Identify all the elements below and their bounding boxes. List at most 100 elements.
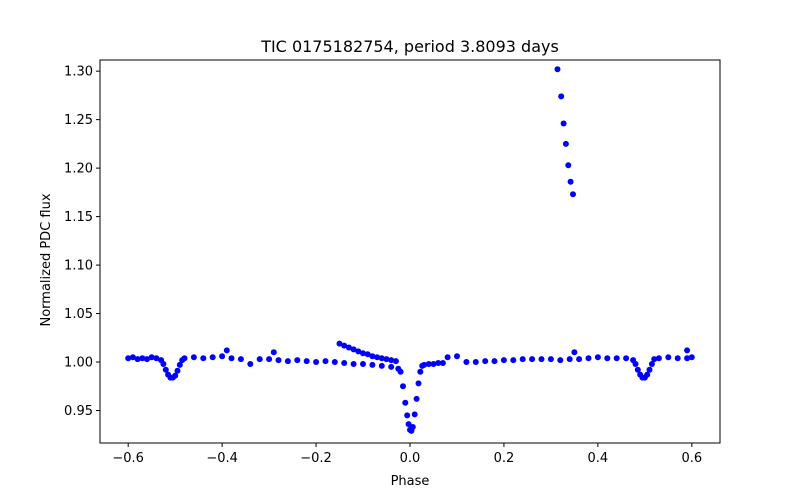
y-tick-label: 0.95 (64, 404, 93, 419)
y-tick-label: 1.25 (64, 113, 93, 128)
y-tick-label: 1.00 (64, 356, 93, 371)
data-point (688, 354, 695, 361)
data-point (383, 356, 390, 363)
data-point (294, 357, 301, 364)
data-point (350, 346, 357, 353)
data-point (415, 380, 422, 387)
data-point (388, 357, 395, 364)
data-point (223, 347, 230, 354)
data-point (409, 424, 416, 430)
data-point (209, 354, 216, 361)
x-tick-label: 0.0 (400, 451, 421, 466)
data-point (404, 412, 411, 419)
data-point (392, 358, 399, 365)
data-point (144, 356, 150, 363)
x-axis: −0.6 −0.4 −0.2 0.0 0.2 0.4 0.6 (112, 443, 702, 466)
data-point (160, 361, 167, 367)
data-point (364, 351, 371, 358)
data-point (613, 355, 620, 362)
data-point (139, 355, 146, 362)
data-point (350, 361, 357, 367)
data-point (417, 368, 424, 375)
data-point (684, 347, 691, 354)
data-point (148, 354, 155, 361)
data-point (322, 358, 329, 365)
data-point (228, 355, 235, 362)
y-tick-label: 1.05 (64, 307, 93, 322)
y-tick-label: 1.30 (64, 65, 93, 80)
x-tick-label: 0.4 (588, 451, 609, 466)
data-point (491, 358, 498, 365)
data-point (444, 354, 451, 361)
data-point (336, 340, 343, 347)
data-point (341, 360, 348, 366)
y-axis: 0.95 1.00 1.05 1.10 1.15 1.20 1.25 1.30 (64, 65, 100, 419)
data-point (400, 383, 406, 390)
data-point (275, 357, 282, 364)
chart-title: TIC 0175182754, period 3.8093 days (260, 37, 559, 56)
data-point (430, 361, 437, 367)
data-point (558, 93, 565, 100)
data-point (648, 361, 655, 367)
data-point (585, 355, 592, 362)
data-point (388, 363, 395, 370)
x-tick-label: 0.2 (494, 451, 515, 466)
data-point (360, 361, 366, 367)
data-point (162, 366, 169, 373)
data-point (270, 349, 277, 356)
data-point (256, 356, 263, 363)
data-point (172, 372, 179, 379)
data-point (341, 342, 348, 349)
data-point (369, 361, 376, 368)
data-point (125, 355, 132, 362)
data-point (655, 355, 662, 362)
data-point (571, 349, 578, 356)
data-point (623, 355, 630, 362)
y-tick-label: 1.10 (64, 259, 93, 274)
data-point (411, 411, 418, 418)
data-point (247, 361, 254, 367)
data-point (463, 359, 470, 365)
data-point (435, 360, 442, 366)
data-point (378, 355, 385, 362)
data-point (439, 360, 446, 366)
data-point (567, 178, 574, 185)
data-point (565, 162, 572, 169)
data-point (219, 353, 226, 360)
data-point (129, 354, 136, 361)
data-point (413, 395, 420, 402)
y-tick-label: 1.15 (64, 210, 93, 225)
data-point (345, 344, 352, 351)
data-point (454, 353, 460, 360)
data-point (369, 353, 376, 360)
data-point (405, 421, 412, 428)
data-point (374, 354, 381, 361)
data-point (303, 358, 310, 365)
data-point (176, 361, 183, 368)
data-point (190, 354, 197, 361)
data-point (674, 355, 681, 362)
data-point (510, 357, 517, 364)
data-point (604, 355, 611, 362)
data-point (266, 356, 273, 363)
data-point (576, 356, 583, 363)
data-point (472, 359, 479, 365)
x-tick-label: −0.2 (300, 451, 332, 466)
x-axis-title: Phase (391, 474, 430, 489)
data-point (134, 356, 141, 363)
data-point (237, 356, 244, 363)
data-point (566, 356, 573, 363)
data-point (355, 348, 362, 355)
data-points (125, 66, 695, 434)
data-point (560, 120, 567, 127)
data-point (557, 357, 564, 364)
data-point (594, 354, 601, 361)
data-point (644, 371, 651, 378)
data-point (665, 354, 672, 361)
data-point (570, 191, 576, 198)
data-point (397, 368, 404, 375)
data-point (646, 366, 653, 373)
data-point (547, 356, 554, 363)
